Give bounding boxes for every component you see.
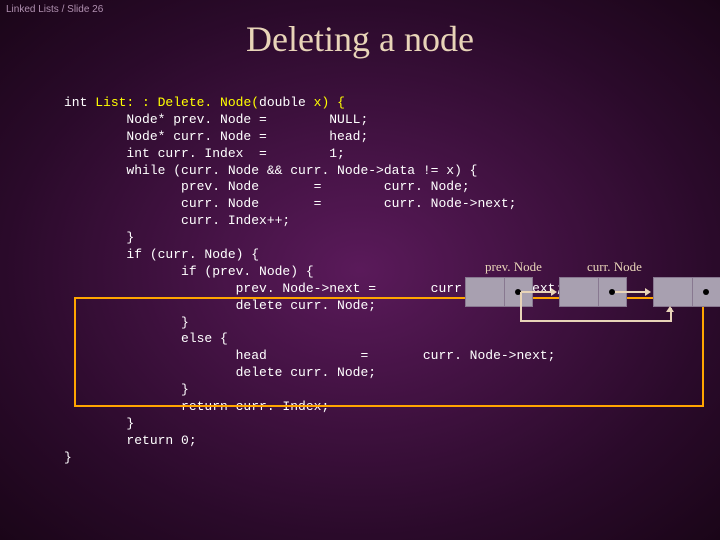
code-line: return 0;	[64, 433, 197, 448]
arrow-line	[615, 291, 647, 293]
code-line: Node* curr. Node = head;	[64, 129, 368, 144]
pointer-dot	[703, 289, 709, 295]
code-line: Node* prev. Node = NULL;	[64, 112, 368, 127]
list-node	[653, 277, 720, 307]
arrow-head-icon	[551, 288, 557, 296]
code-line: int curr. Index = 1;	[64, 146, 345, 161]
node-data-cell	[466, 278, 505, 306]
prev-node-label: prev. Node	[485, 259, 542, 275]
code-line: }	[64, 416, 134, 431]
code-line: }	[64, 230, 134, 245]
code-line: if (curr. Node) {	[64, 247, 259, 262]
code-line: curr. Index++;	[64, 213, 290, 228]
code-line: }	[64, 450, 72, 465]
pointer-dot	[609, 289, 615, 295]
node-ptr-cell	[693, 278, 720, 306]
slide-title: Deleting a node	[246, 18, 474, 60]
code-line: while (curr. Node && curr. Node->data !=…	[64, 163, 477, 178]
code-line: if (prev. Node) {	[64, 264, 314, 279]
code-line: int List: : Delete. Node(double x) {	[64, 95, 345, 110]
arrow-head-icon	[666, 306, 674, 312]
bypass-line	[520, 320, 670, 322]
arrow-line	[521, 291, 553, 293]
arrow-head-icon	[645, 288, 651, 296]
slide-header: Linked Lists / Slide 26	[6, 4, 103, 15]
curr-node-label: curr. Node	[587, 259, 642, 275]
bypass-line	[520, 292, 522, 320]
linked-list-diagram: prev. Node curr. Node	[465, 275, 705, 325]
node-data-cell	[654, 278, 693, 306]
code-line: curr. Node = curr. Node->next;	[64, 196, 516, 211]
code-line: prev. Node = curr. Node;	[64, 179, 470, 194]
node-data-cell	[560, 278, 599, 306]
